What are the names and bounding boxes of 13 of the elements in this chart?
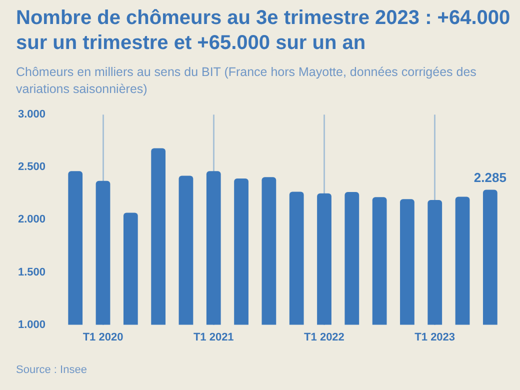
y-tick-label: 1.500: [18, 266, 46, 278]
data-label: 2.285: [474, 170, 506, 185]
x-tick-label: T1 2021: [193, 331, 234, 344]
y-tick-label: 2.000: [18, 214, 46, 226]
x-tick-label: T1 2023: [414, 331, 456, 344]
chart-title: Nombre de chômeurs au 3e trimestre 2023 : +64.000 sur un trimestre et +65.000 sur un an: [16, 6, 511, 56]
y-tick-label: 1.000: [18, 318, 46, 331]
x-tick-label: T1 2020: [82, 331, 124, 344]
y-tick-label: 2.500: [18, 161, 46, 174]
chart-subtitle: Chômeurs en milliers au sens du BIT (France hors Mayotte, données corrigées des variations saisonnières): [16, 64, 478, 98]
y-tick-label: 3.000: [18, 108, 46, 121]
x-tick-label: T1 2022: [304, 331, 344, 344]
source-note: Source : Insee: [16, 364, 87, 376]
